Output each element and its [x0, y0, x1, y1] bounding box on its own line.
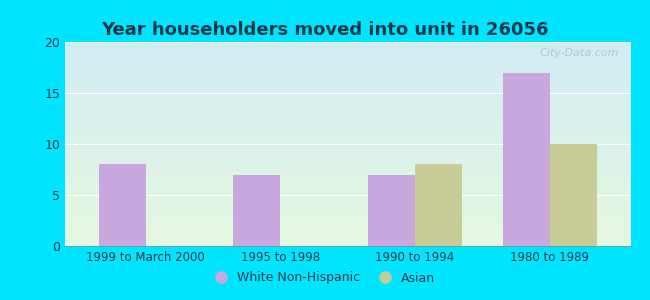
Bar: [415, 164, 462, 246]
Bar: [368, 175, 415, 246]
Text: Year householders moved into unit in 26056: Year householders moved into unit in 260…: [101, 21, 549, 39]
Legend: White Non-Hispanic, Asian: White Non-Hispanic, Asian: [208, 265, 442, 291]
Bar: [550, 144, 597, 246]
Bar: [99, 164, 146, 246]
Text: City-Data.com: City-Data.com: [540, 48, 619, 58]
Bar: [233, 175, 280, 246]
Bar: [502, 73, 550, 246]
